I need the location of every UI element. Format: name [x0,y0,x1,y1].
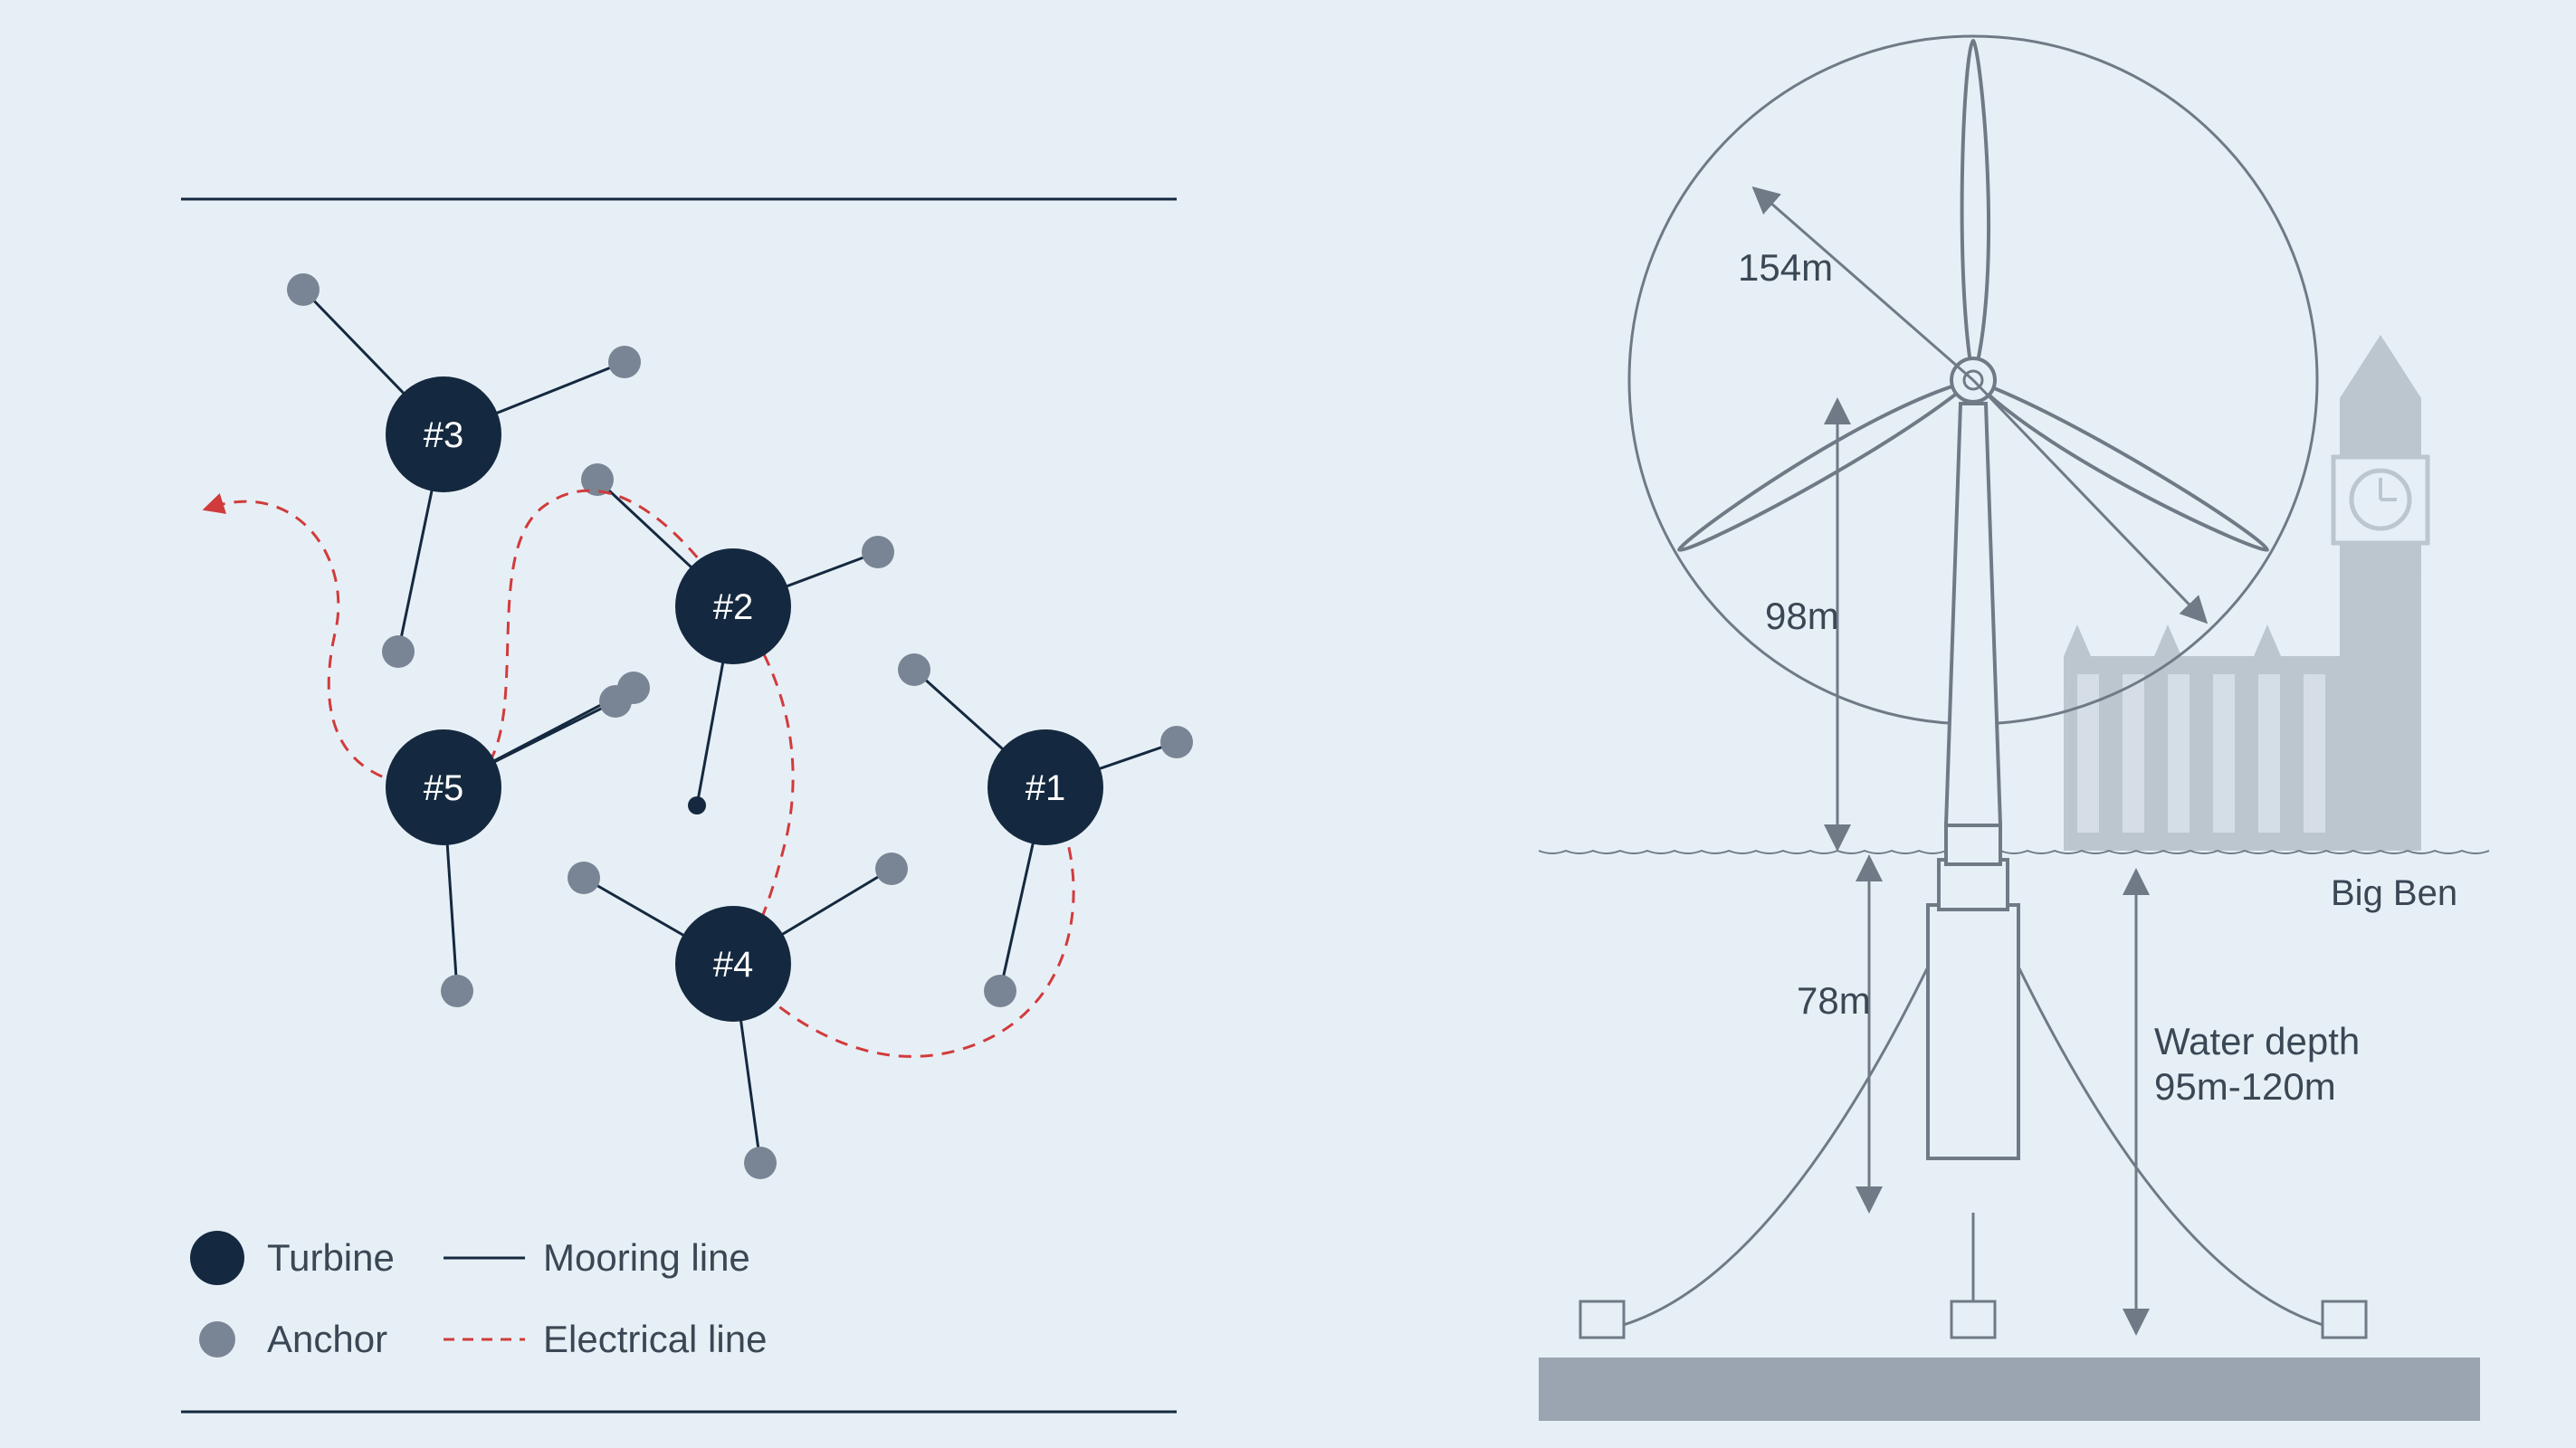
bigben-icon [2064,335,2428,851]
measure-label: 98m [1765,595,1839,637]
spar [1928,905,2018,1158]
legend-label: Turbine [267,1236,395,1279]
anchor-node [382,635,415,668]
anchor-block [2323,1301,2366,1338]
turbine-label: #3 [424,415,464,455]
legend-label: Mooring line [543,1236,750,1279]
turbine-label: #2 [713,587,754,627]
turbine-label: #1 [1026,768,1066,808]
anchor-node [599,685,632,718]
blade [1965,370,2272,563]
tower [1946,404,2000,825]
blade [1672,367,1979,559]
anchor-node [608,346,641,378]
anchor-node [862,536,894,568]
anchor-node [744,1147,777,1179]
measure-label: Water depth [2154,1020,2360,1062]
turbine-node: #1 [987,729,1103,845]
anchor-node [898,653,930,686]
turbine-label: #5 [424,768,464,808]
legend-label: Electrical line [543,1318,767,1360]
network-diagram: #1 #2 #3 #4 #5 Turbine Mooring line Anchor Elect… [181,199,1193,1412]
anchor-node [688,796,706,814]
anchor-block [1951,1301,1995,1338]
water-line [1539,851,2489,853]
anchor-node [441,975,473,1007]
turbine-label: #4 [713,945,754,985]
turbine-profile: Big Ben 154m 98m 78m Water depth95m-120m [1539,36,2489,1421]
legend-label: Anchor [267,1318,387,1360]
turbine-node: #5 [386,729,501,845]
anchor-node [984,975,1016,1007]
mooring-catenary [1602,869,1973,1330]
legend: Turbine Mooring line Anchor Electrical line [190,1231,767,1360]
turbine-node: #2 [675,548,791,664]
seabed [1539,1358,2480,1421]
turbine-node: #4 [675,906,791,1022]
measure-label: 95m-120m [2154,1065,2336,1108]
anchor-node [287,273,320,306]
legend-anchor-icon [199,1321,235,1358]
infographic: #1 #2 #3 #4 #5 Turbine Mooring line Anchor Elect… [0,0,2576,1448]
anchor-node [1160,726,1193,758]
anchor-node [568,862,600,894]
turbine-node: #3 [386,376,501,492]
blade [1962,41,1989,380]
anchor-node [875,853,908,885]
bigben-label: Big Ben [2331,873,2457,913]
measure-label: 78m [1797,979,1871,1022]
measure-label: 154m [1738,246,1833,289]
electrical-line [213,491,1073,1056]
anchor-block [1580,1301,1624,1338]
legend-turbine-icon [190,1231,244,1285]
